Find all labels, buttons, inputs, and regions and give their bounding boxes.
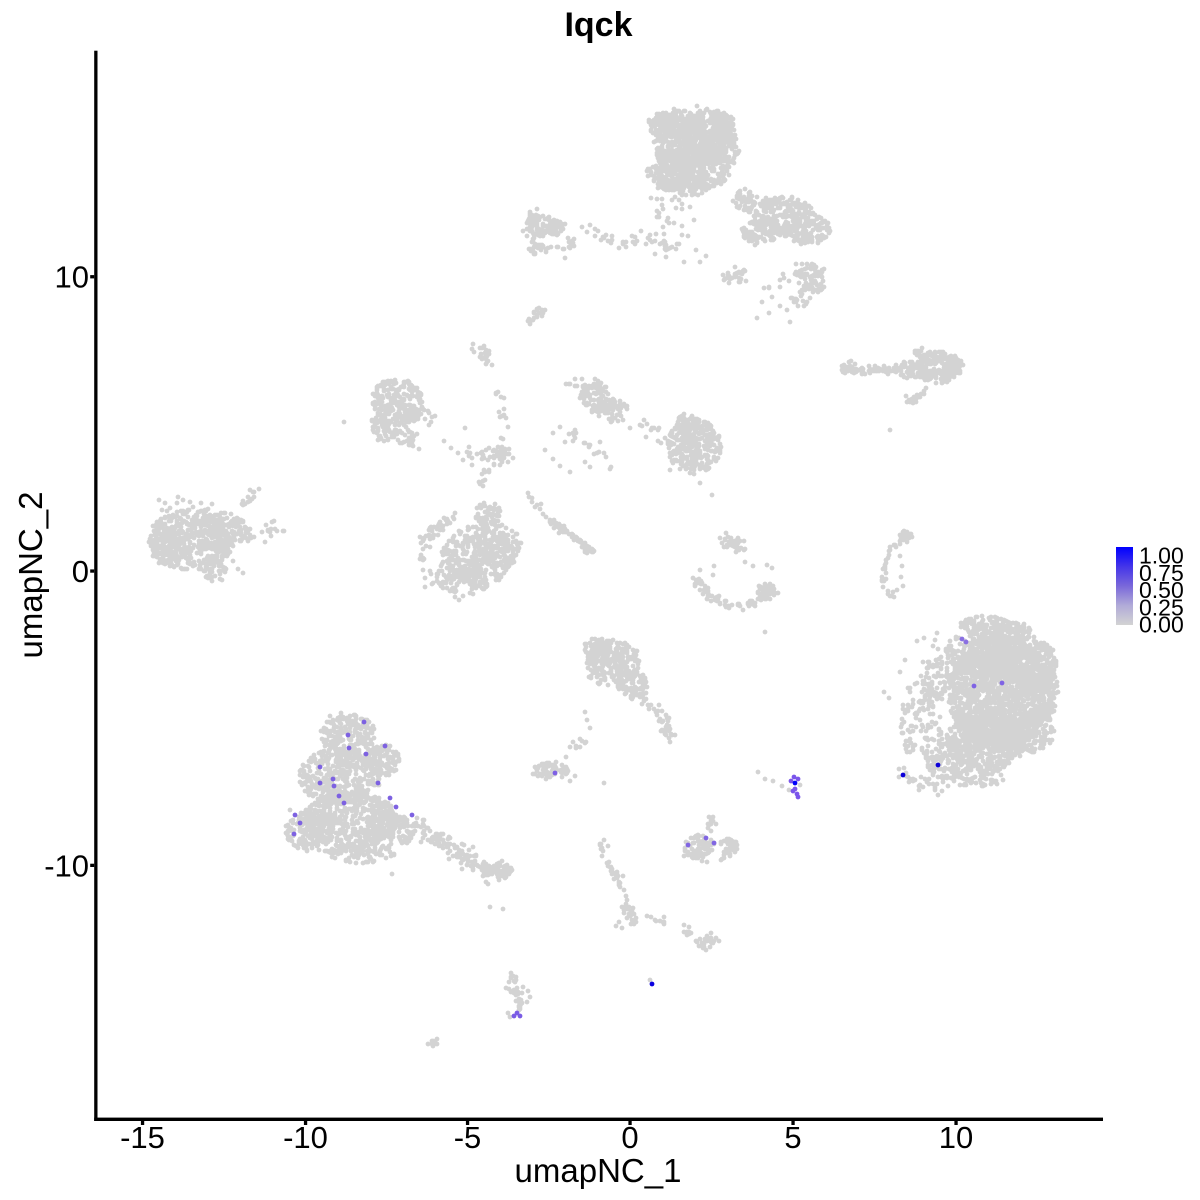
svg-text:-10: -10 [283,1120,328,1155]
svg-text:0.25: 0.25 [1139,594,1184,620]
svg-text:1.00: 1.00 [1139,543,1184,569]
svg-text:5: 5 [784,1120,801,1155]
svg-text:0.00: 0.00 [1139,612,1184,638]
svg-text:0: 0 [72,554,89,589]
svg-text:0: 0 [621,1120,638,1155]
svg-text:10: 10 [55,260,89,295]
svg-text:umapNC_1: umapNC_1 [515,1152,682,1189]
svg-text:-15: -15 [120,1120,165,1155]
svg-text:0.75: 0.75 [1139,560,1184,586]
svg-text:-10: -10 [44,848,89,883]
svg-text:umapNC_2: umapNC_2 [12,492,49,659]
svg-text:Iqck: Iqck [564,6,632,44]
svg-text:10: 10 [939,1120,973,1155]
svg-text:0.50: 0.50 [1139,577,1184,603]
svg-text:-5: -5 [454,1120,482,1155]
